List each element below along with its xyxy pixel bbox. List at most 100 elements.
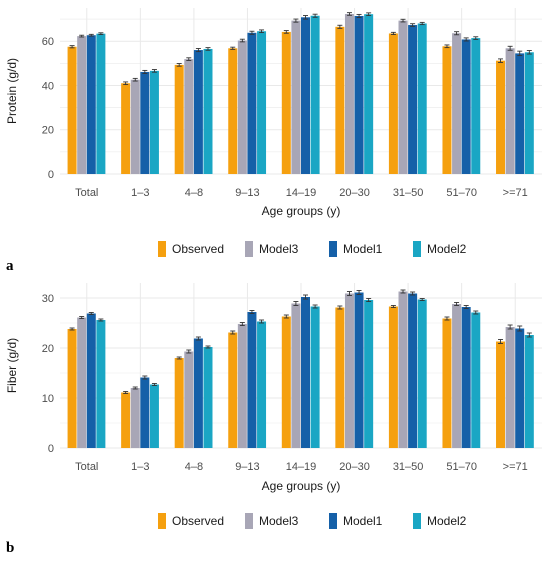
x-tick-label: 14–19: [286, 461, 317, 473]
bar-model2: [310, 15, 320, 174]
y-tick-label: 40: [42, 80, 54, 92]
bar-observed: [228, 332, 238, 448]
error-bar: [293, 301, 299, 306]
bar-observed: [67, 329, 77, 448]
bar-model3: [344, 293, 354, 448]
legend-label-model1: Model1: [343, 242, 383, 256]
bar-observed: [442, 46, 452, 175]
error-bar: [517, 325, 523, 332]
error-bar: [410, 23, 416, 27]
error-bar: [239, 38, 245, 43]
legend-label-observed: Observed: [172, 514, 224, 528]
bar-observed: [121, 83, 131, 174]
bar-model3: [130, 79, 140, 174]
x-tick-label: 4–8: [185, 187, 203, 199]
bar-model2: [364, 300, 374, 448]
bar-model2: [417, 299, 427, 448]
bar-model1: [301, 297, 310, 448]
error-bar: [356, 290, 362, 295]
error-bar: [454, 31, 460, 36]
error-bar: [249, 30, 255, 35]
bar-model1: [86, 313, 96, 448]
error-bar: [151, 69, 157, 73]
legend-label-model2: Model2: [427, 514, 467, 528]
x-tick-label: >=71: [503, 461, 528, 473]
bar-model3: [184, 59, 194, 174]
bar-model2: [149, 70, 159, 174]
x-tick-label: 20–30: [339, 461, 370, 473]
bar-model3: [398, 291, 408, 448]
bar-model2: [471, 312, 481, 448]
legend-label-model2: Model2: [427, 242, 467, 256]
x-tick-label: 1–3: [131, 461, 149, 473]
error-bar: [463, 37, 469, 42]
x-tick-label: 51–70: [446, 461, 477, 473]
error-bar: [259, 29, 265, 34]
y-tick-label: 20: [42, 343, 54, 355]
error-bar: [463, 305, 469, 309]
bar-model2: [96, 320, 106, 448]
bar-model1: [515, 328, 525, 448]
error-bar: [123, 391, 129, 394]
error-bar: [195, 48, 201, 53]
bar-observed: [335, 26, 345, 174]
x-tick-label: 1–3: [131, 187, 149, 199]
error-bar: [419, 21, 425, 26]
error-bar: [283, 30, 289, 34]
bar-model1: [461, 39, 471, 174]
error-bar: [498, 339, 504, 344]
error-bar: [230, 46, 236, 50]
bar-observed: [121, 392, 131, 448]
bar-model2: [257, 31, 267, 174]
bar-observed: [496, 341, 506, 448]
y-tick-label: 20: [42, 125, 54, 137]
error-bar: [88, 33, 94, 37]
bar-model3: [291, 303, 301, 448]
y-axis-title: Fiber (g/d): [5, 338, 19, 393]
error-bar: [142, 69, 148, 74]
bar-observed: [388, 33, 398, 174]
bar-observed: [496, 60, 506, 174]
bar-model2: [96, 33, 106, 174]
bar-model3: [237, 324, 247, 448]
error-bar: [356, 13, 362, 18]
error-bar: [205, 345, 211, 349]
bar-model2: [149, 384, 159, 448]
x-axis-title: Age groups (y): [262, 204, 341, 218]
error-bar: [132, 77, 138, 82]
error-bar: [390, 31, 396, 36]
legend-label-model1: Model1: [343, 514, 383, 528]
x-tick-label: Total: [75, 461, 98, 473]
bar-model1: [461, 307, 471, 448]
error-bar: [132, 386, 138, 390]
legend-swatch-model2: [413, 241, 421, 257]
error-bar: [186, 57, 192, 61]
error-bar: [400, 289, 406, 294]
error-bar: [312, 13, 318, 18]
error-bar: [337, 305, 343, 310]
bar-model2: [310, 306, 320, 448]
error-bar: [69, 327, 75, 331]
error-bar: [293, 18, 299, 23]
bar-observed: [174, 64, 184, 174]
bar-model3: [184, 351, 194, 448]
error-bar: [176, 63, 182, 67]
bar-model1: [193, 338, 203, 448]
bar-model2: [364, 14, 374, 175]
error-bar: [239, 322, 245, 326]
error-bar: [517, 50, 523, 57]
error-bar: [444, 316, 450, 321]
error-bar: [69, 45, 75, 49]
bar-observed: [388, 306, 398, 448]
bar-model3: [130, 388, 140, 448]
error-bar: [410, 291, 416, 296]
legend-swatch-model1: [329, 241, 337, 257]
bar-model1: [408, 25, 418, 175]
error-bar: [366, 298, 372, 302]
error-bar: [454, 302, 460, 306]
bar-observed: [442, 318, 452, 448]
error-bar: [142, 375, 148, 380]
panel-label: a: [6, 258, 14, 274]
bar-model1: [140, 377, 150, 448]
